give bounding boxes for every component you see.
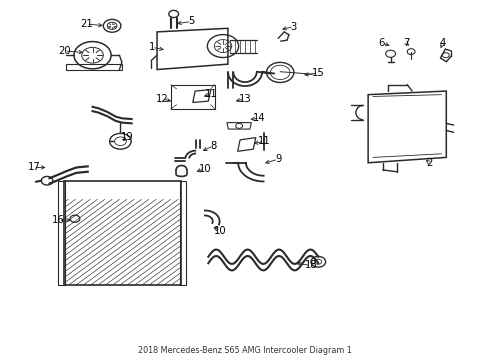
Text: 11: 11 [258, 136, 271, 146]
Bar [180, 181, 186, 285]
Text: 5: 5 [188, 17, 195, 27]
Text: 17: 17 [27, 162, 40, 172]
Text: 18: 18 [305, 260, 318, 270]
Text: 1: 1 [149, 42, 155, 52]
Text: 15: 15 [312, 68, 325, 78]
Bar [66, 64, 122, 69]
Bar [64, 181, 180, 285]
Text: 14: 14 [253, 113, 266, 123]
Text: 21: 21 [80, 19, 93, 29]
Text: 19: 19 [122, 132, 134, 142]
Text: 8: 8 [210, 141, 217, 151]
Text: 9: 9 [275, 154, 281, 164]
Text: 10: 10 [214, 226, 227, 236]
Text: 13: 13 [239, 94, 251, 104]
Text: 12: 12 [155, 94, 168, 104]
Text: 6: 6 [379, 38, 385, 48]
Text: 7: 7 [403, 38, 410, 48]
Bar [171, 85, 215, 109]
Text: 3: 3 [291, 22, 297, 32]
Text: 16: 16 [52, 215, 65, 225]
Text: 20: 20 [58, 46, 71, 56]
Text: 11: 11 [204, 89, 217, 99]
Text: 2018 Mercedes-Benz S65 AMG Intercooler Diagram 1: 2018 Mercedes-Benz S65 AMG Intercooler D… [138, 346, 352, 355]
Text: 2: 2 [426, 158, 433, 168]
Text: 4: 4 [440, 38, 446, 48]
Text: 10: 10 [198, 163, 211, 174]
Bar [58, 181, 65, 285]
